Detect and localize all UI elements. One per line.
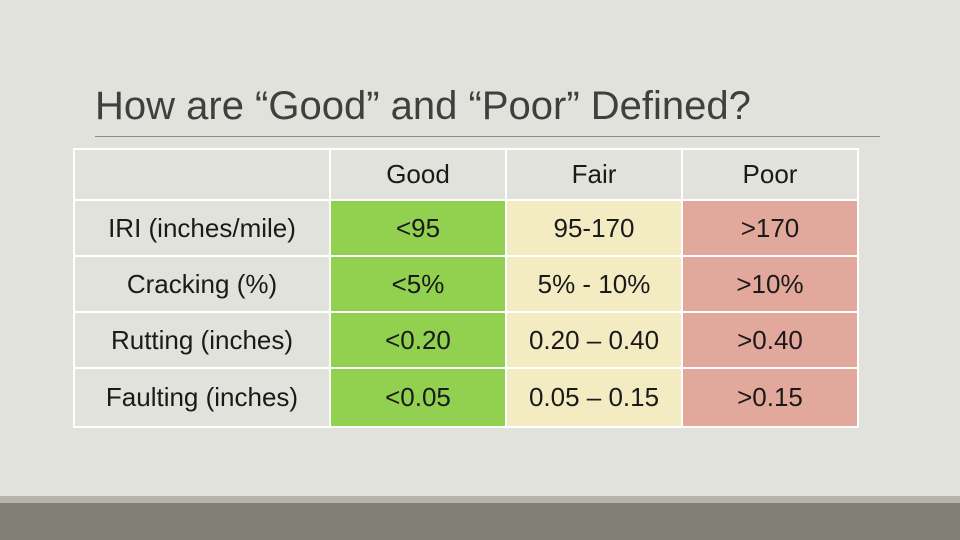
table-row: IRI (inches/mile) <95 95-170 >170: [73, 199, 859, 257]
good-cell: <95: [329, 199, 507, 257]
fair-cell: 0.05 – 0.15: [505, 367, 683, 428]
footer-bar: [0, 503, 960, 540]
poor-cell: >10%: [681, 255, 859, 313]
poor-cell: >170: [681, 199, 859, 257]
good-cell: <0.20: [329, 311, 507, 369]
fair-cell: 95-170: [505, 199, 683, 257]
good-cell: <5%: [329, 255, 507, 313]
header-cell-blank: [73, 148, 331, 201]
poor-cell: >0.15: [681, 367, 859, 428]
fair-cell: 5% - 10%: [505, 255, 683, 313]
condition-criteria-table: Good Fair Poor IRI (inches/mile) <95 95-…: [73, 148, 859, 428]
row-label: IRI (inches/mile): [73, 199, 331, 257]
header-cell-fair: Fair: [505, 148, 683, 201]
table-row: Rutting (inches) <0.20 0.20 – 0.40 >0.40: [73, 311, 859, 369]
footer-accent-band: [0, 496, 960, 503]
table-row: Faulting (inches) <0.05 0.05 – 0.15 >0.1…: [73, 367, 859, 428]
table-header-row: Good Fair Poor: [73, 148, 859, 201]
table-row: Cracking (%) <5% 5% - 10% >10%: [73, 255, 859, 313]
header-cell-good: Good: [329, 148, 507, 201]
row-label: Faulting (inches): [73, 367, 331, 428]
title-divider: [95, 136, 880, 137]
good-cell: <0.05: [329, 367, 507, 428]
fair-cell: 0.20 – 0.40: [505, 311, 683, 369]
poor-cell: >0.40: [681, 311, 859, 369]
header-cell-poor: Poor: [681, 148, 859, 201]
row-label: Rutting (inches): [73, 311, 331, 369]
slide-title: How are “Good” and “Poor” Defined?: [95, 84, 751, 128]
row-label: Cracking (%): [73, 255, 331, 313]
